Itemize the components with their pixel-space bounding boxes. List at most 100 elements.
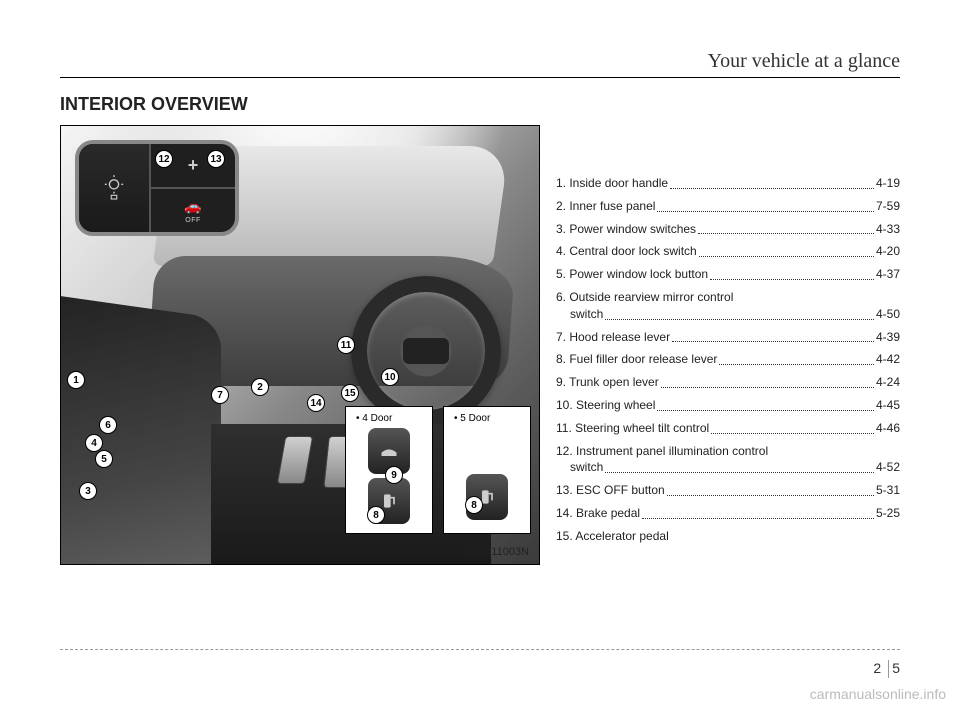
page-header-title: Your vehicle at a glance [60, 50, 900, 73]
list-item-label: 9. Trunk open lever [556, 374, 659, 391]
list-item: 1. Inside door handle 4-19 [556, 175, 900, 192]
list-item-ref: 4-45 [876, 397, 900, 414]
watermark: carmanualsonline.info [810, 686, 946, 702]
inset-illumination-button [79, 144, 151, 232]
header-rule [60, 77, 900, 78]
callout-13: 13 [207, 150, 225, 168]
leader-dots [711, 433, 874, 434]
callout-10: 10 [381, 368, 399, 386]
footer-rule [60, 649, 900, 650]
list-item: 13. ESC OFF button 5-31 [556, 482, 900, 499]
leader-dots [657, 211, 874, 212]
interior-figure: + 🚗 OFF • 4 Door [60, 125, 540, 565]
leader-dots [710, 279, 874, 280]
leader-dots [605, 319, 874, 320]
list-item-label: 10. Steering wheel [556, 397, 655, 414]
list-item-label: 3. Power window switches [556, 221, 696, 238]
steering-badge [403, 338, 449, 364]
list-item: 12. Instrument panel illumination contro… [556, 443, 900, 477]
callout-14: 14 [307, 394, 325, 412]
leader-dots [657, 410, 874, 411]
plus-icon: + [188, 155, 199, 176]
door-panel-shape [60, 293, 221, 565]
list-item-ref: 5-31 [876, 482, 900, 499]
list-item-label: 2. Inner fuse panel [556, 198, 655, 215]
leader-dots [698, 233, 874, 234]
chapter-number: 2 [873, 660, 881, 676]
list-item-label: 7. Hood release lever [556, 329, 670, 346]
list-item-label: 1. Inside door handle [556, 175, 668, 192]
callout-list: 1. Inside door handle 4-19 2. Inner fuse p… [556, 125, 900, 565]
trunk-icon [379, 441, 399, 461]
list-item-ref: 4-52 [876, 459, 900, 476]
illumination-icon [103, 174, 125, 202]
leader-dots [699, 256, 874, 257]
list-item: 6. Outside rearview mirror controlswitch… [556, 289, 900, 323]
list-item: 14. Brake pedal 5-25 [556, 505, 900, 522]
list-item: 8. Fuel filler door release lever 4-42 [556, 351, 900, 368]
callout-11: 11 [337, 336, 355, 354]
inset-4door-title: • 4 Door [356, 413, 392, 424]
list-item: 11. Steering wheel tilt control 4-46 [556, 420, 900, 437]
callout-1: 1 [67, 371, 85, 389]
callout-2: 2 [251, 378, 269, 396]
callout-7: 7 [211, 386, 229, 404]
list-item-ref: 4-19 [876, 175, 900, 192]
inset-esc-off: 🚗 OFF [151, 189, 235, 232]
list-item-label: 14. Brake pedal [556, 505, 640, 522]
list-item: 3. Power window switches 4-33 [556, 221, 900, 238]
list-item-label: 6. Outside rearview mirror control [556, 289, 900, 306]
inset-5door-title: • 5 Door [454, 413, 490, 424]
list-item: 9. Trunk open lever 4-24 [556, 374, 900, 391]
list-item-label-cont: switch [570, 459, 603, 476]
list-item-label: 5. Power window lock button [556, 266, 708, 283]
inset-5door-box: • 5 Door [443, 406, 531, 534]
esc-car-icon: 🚗 [184, 198, 201, 215]
list-item: 4. Central door lock switch 4-20 [556, 243, 900, 260]
section-title: INTERIOR OVERVIEW [60, 94, 900, 115]
list-item-ref: 4-24 [876, 374, 900, 391]
list-item-label: 4. Central door lock switch [556, 243, 697, 260]
callout-3: 3 [79, 482, 97, 500]
callout-8b: 8 [465, 496, 483, 514]
list-item-ref: 4-37 [876, 266, 900, 283]
list-item: 2. Inner fuse panel 7-59 [556, 198, 900, 215]
list-item-ref: 4-50 [876, 306, 900, 323]
list-item-label: 13. ESC OFF button [556, 482, 665, 499]
list-item-ref: 4-39 [876, 329, 900, 346]
leader-dots [642, 518, 874, 519]
list-item: 5. Power window lock button 4-37 [556, 266, 900, 283]
leader-dots [667, 495, 874, 496]
page-number: 25 [873, 660, 900, 678]
list-item-label-cont: switch [570, 306, 603, 323]
list-item: 10. Steering wheel 4-45 [556, 397, 900, 414]
leader-dots [661, 387, 874, 388]
list-item-ref: 7-59 [876, 198, 900, 215]
list-item-label: 8. Fuel filler door release lever [556, 351, 717, 368]
list-item-ref: 4-46 [876, 420, 900, 437]
list-item-ref: 4-33 [876, 221, 900, 238]
callout-8: 8 [367, 506, 385, 524]
leader-dots [670, 188, 874, 189]
callout-9: 9 [385, 466, 403, 484]
list-item-label: 12. Instrument panel illumination contro… [556, 443, 900, 460]
list-item: 15. Accelerator pedal [556, 528, 900, 545]
page-number-value: 5 [892, 660, 900, 676]
esc-off-label: OFF [185, 217, 201, 224]
list-item-ref: 4-20 [876, 243, 900, 260]
leader-dots [719, 364, 874, 365]
callout-12: 12 [155, 150, 173, 168]
list-item-label: 11. Steering wheel tilt control [556, 420, 709, 437]
figure-code: OSC011003N [461, 546, 529, 558]
leader-dots [672, 341, 874, 342]
callout-15: 15 [341, 384, 359, 402]
leader-dots [605, 472, 874, 473]
callout-5: 5 [95, 450, 113, 468]
callout-6: 6 [99, 416, 117, 434]
list-item-label: 15. Accelerator pedal [556, 528, 669, 545]
list-item-ref: 4-42 [876, 351, 900, 368]
list-item: 7. Hood release lever 4-39 [556, 329, 900, 346]
steering-wheel-shape [351, 276, 501, 426]
list-item-ref: 5-25 [876, 505, 900, 522]
callout-4: 4 [85, 434, 103, 452]
